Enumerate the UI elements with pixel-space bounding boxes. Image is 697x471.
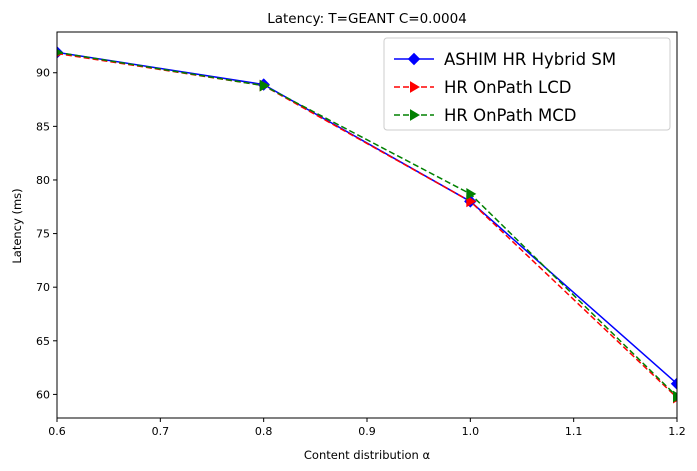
legend-marker: [407, 52, 421, 66]
y-axis-label: Latency (ms): [10, 188, 24, 263]
y-tick-label: 70: [36, 281, 50, 294]
legend-marker: [410, 81, 420, 93]
legend-entry-hr-onpath-lcd: HR OnPath LCD: [394, 78, 571, 97]
axes: 0.6 0.7 0.8 0.9 1.0 1.1 1.2 60 65 70 75 80 85 90: [36, 31, 686, 438]
x-tick-label: 1.1: [565, 425, 583, 438]
data-point-hr-onpath-mcd: [259, 79, 270, 92]
legend-entry-hr-onpath-mcd: HR OnPath MCD: [394, 106, 577, 125]
data-point-hr-onpath-mcd: [673, 390, 677, 403]
legend-label: HR OnPath MCD: [444, 106, 577, 125]
x-tick-label: 1.0: [462, 425, 480, 438]
series-line-hr-onpath-mcd: [57, 51, 677, 398]
y-tick-label: 85: [36, 120, 50, 133]
plot-area: [57, 46, 677, 404]
y-tick-label: 75: [36, 228, 50, 241]
legend-label: ASHIM HR Hybrid SM: [444, 50, 616, 69]
x-tick-label: 1.2: [668, 425, 686, 438]
x-tick-label: 0.9: [358, 425, 376, 438]
y-tick-label: 65: [36, 335, 50, 348]
legend-marker: [410, 109, 420, 121]
legend-box: [383, 37, 671, 131]
legend-label: HR OnPath LCD: [444, 78, 571, 97]
data-point-ashim-hr-hybrid-sm: [670, 377, 677, 390]
y-tick-label: 80: [36, 174, 50, 187]
data-point-hr-onpath-mcd: [57, 48, 63, 56]
x-tick-label: 0.7: [152, 425, 170, 438]
x-tick-label: 0.8: [255, 425, 273, 438]
data-point-hr-onpath-mcd: [466, 188, 477, 200]
x-axis-label: Content distribution α: [304, 448, 431, 462]
x-tick-label: 0.6: [48, 425, 66, 438]
y-tick-label: 90: [36, 67, 50, 80]
data-point-hr-onpath-lcd: [466, 195, 477, 208]
series-hr-onpath-mcd: [57, 48, 677, 403]
chart-title: Latency: T=GEANT C=0.0004: [267, 11, 467, 27]
y-tick-label: 60: [36, 388, 50, 401]
legend-entry-ashim-hr-hybrid-sm: ASHIM HR Hybrid SM: [394, 50, 616, 69]
legend: ASHIM HR Hybrid SM HR OnPath LCD HR OnPath…: [383, 37, 671, 131]
